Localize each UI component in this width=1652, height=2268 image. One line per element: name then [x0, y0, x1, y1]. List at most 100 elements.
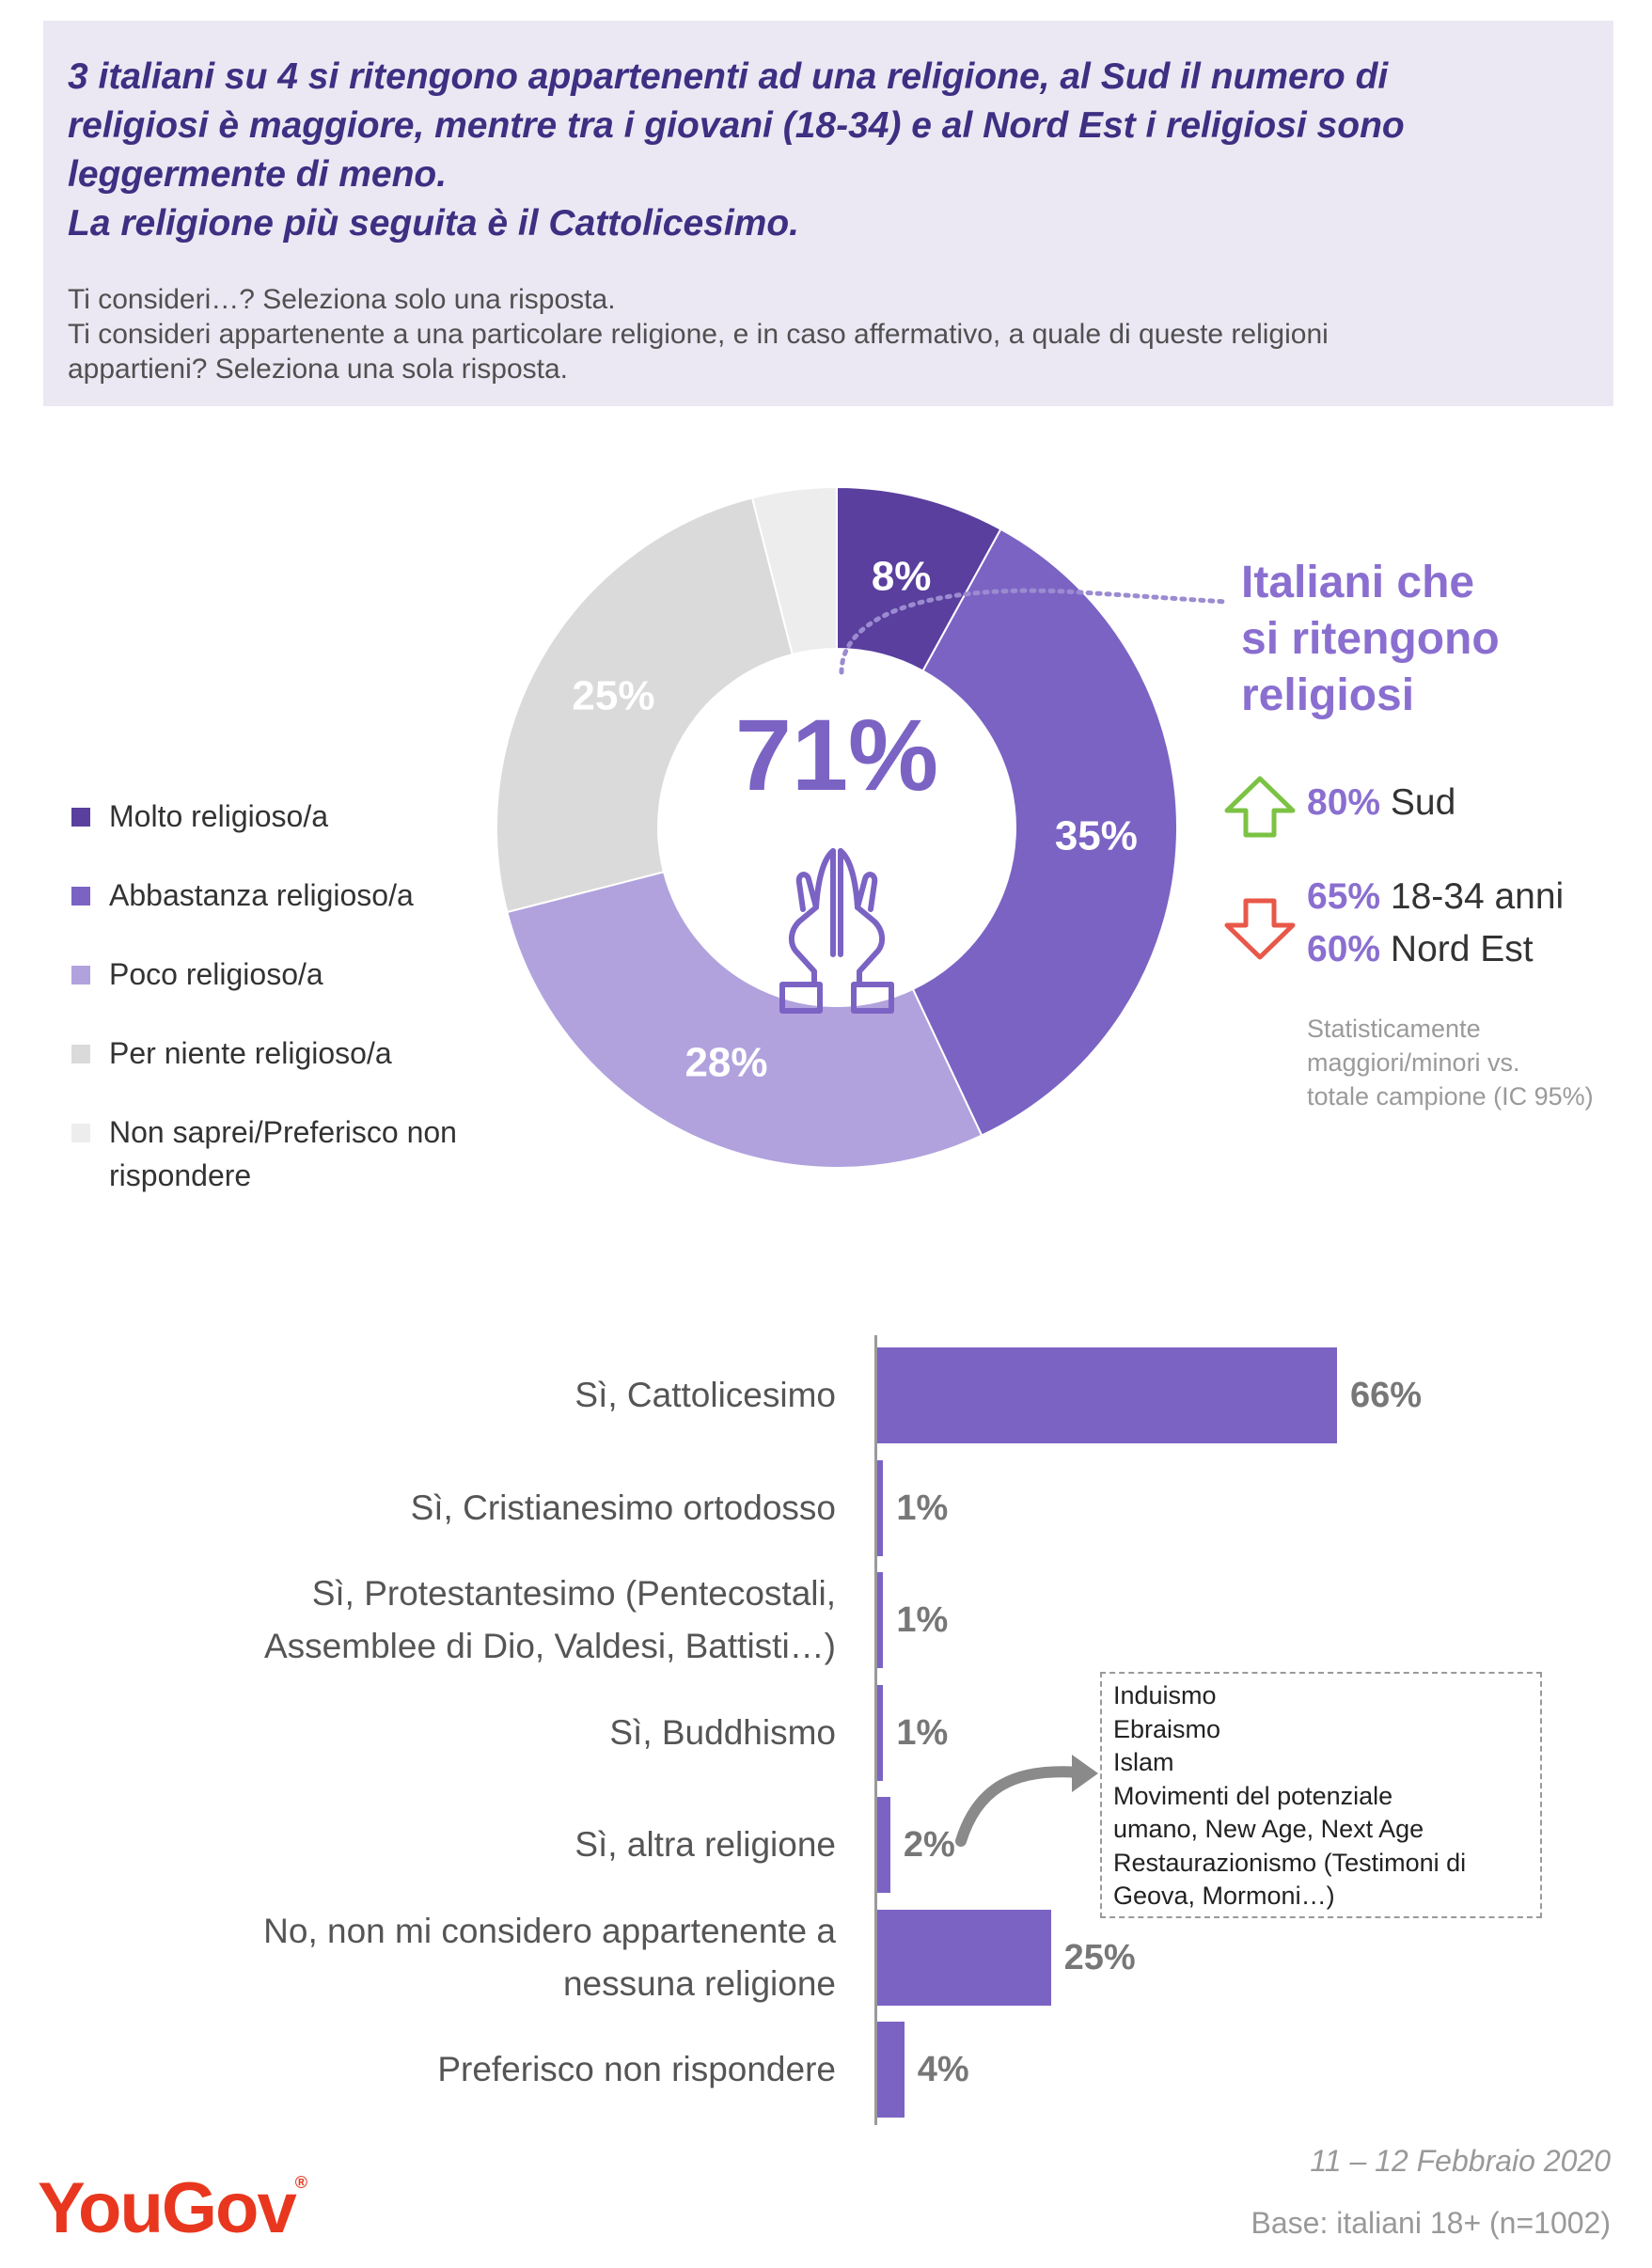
other-religions-box: Induismo Ebraismo Islam Movimenti del poten… [1100, 1672, 1542, 1918]
legend-swatch [71, 808, 90, 827]
donut-slice [911, 528, 1178, 1137]
arrow-up-icon [1224, 776, 1296, 838]
other-religion-line: Movimenti del potenziale [1113, 1781, 1393, 1810]
bar-value-label: 2% [903, 1825, 955, 1865]
headline: 3 italiani su 4 si ritengono appartenent… [68, 53, 1572, 248]
thumb-left [795, 872, 819, 912]
bar-value-label: 1% [896, 1600, 949, 1640]
legend-label: Poco religioso/a [109, 957, 323, 991]
legend-label: Molto religioso/a [109, 799, 328, 833]
bar-category-label: Sì, Buddhismo [609, 1707, 836, 1759]
donut-slice [496, 496, 794, 914]
legend-swatch [71, 966, 90, 984]
logo-text: YouGov [38, 2168, 297, 2248]
stat-label: Sud [1390, 782, 1456, 823]
note-line: Statisticamente [1307, 1015, 1481, 1043]
other-religion-line: Restaurazionismo (Testimoni di [1113, 1848, 1467, 1877]
legend-label: Non saprei/Preferisco non rispondere [109, 1115, 457, 1192]
survey-date: 11 – 12 Febbraio 2020 [1310, 2144, 1611, 2178]
bar-value-label: 4% [917, 2050, 969, 2089]
stat-nord-est: 60% Nord Est [1307, 929, 1534, 970]
bar-value-label: 66% [1350, 1376, 1423, 1415]
legend-item-non-saprei: Non saprei/Preferisco non rispondere [71, 1110, 560, 1197]
yougov-logo: YouGov® [38, 2167, 307, 2249]
legend-label: Abbastanza religioso/a [109, 878, 414, 912]
arrow-down-icon [1224, 898, 1296, 960]
headline-line: religiosi è maggiore, mentre tra i giova… [68, 105, 1405, 146]
bar-category-label: Sì, altra religione [574, 1819, 836, 1871]
stat-value: 65% [1307, 876, 1381, 917]
slice-label: 28% [684, 1040, 767, 1086]
bar-category-label: Preferisco non rispondere [437, 2043, 836, 2096]
slice-label: 8% [872, 554, 932, 600]
significance-note: Statisticamente maggiori/minori vs. tota… [1307, 1012, 1617, 1113]
survey-questions: Ti consideri…? Seleziona solo una rispos… [68, 282, 1591, 386]
legend-swatch [71, 1124, 90, 1142]
curved-arrow-head [1072, 1755, 1098, 1792]
stat-label: 18-34 anni [1390, 876, 1565, 917]
hand-left-outline [788, 848, 836, 987]
bar [876, 1909, 1051, 2006]
note-line: totale campione (IC 95%) [1307, 1082, 1594, 1110]
callout-title-line: religiosi [1241, 670, 1415, 720]
legend-swatch [71, 1045, 90, 1063]
praying-hands-icon [779, 848, 894, 1014]
bar [876, 1347, 1337, 1443]
slice-label: 35% [1055, 813, 1138, 859]
callout-title: Italiani che si ritengono religiosi [1241, 555, 1580, 724]
other-religion-line: Geova, Mormoni…) [1113, 1882, 1335, 1910]
registered-mark: ® [294, 2173, 307, 2192]
category-line: Preferisco non rispondere [437, 2050, 836, 2088]
other-religion-line: Islam [1113, 1748, 1174, 1776]
other-religion-line: Ebraismo [1113, 1714, 1221, 1743]
note-line: maggiori/minori vs. [1307, 1048, 1520, 1077]
category-line: No, non mi considero appartenente a [263, 1911, 836, 1950]
category-line: Sì, Cattolicesimo [574, 1376, 836, 1414]
cuff-left [779, 982, 823, 1014]
category-line: Sì, Cristianesimo ortodosso [410, 1488, 836, 1527]
legend-item-molto: Molto religioso/a [71, 795, 560, 838]
category-line: nessuna religione [562, 1963, 836, 2003]
stat-label: Nord Est [1390, 929, 1534, 969]
hand-right-outline [838, 848, 886, 987]
stat-sud: 80% Sud [1307, 782, 1455, 824]
connector-line [839, 588, 1230, 675]
legend-swatch [71, 887, 90, 906]
hand-fingers [830, 848, 843, 957]
bar [876, 1684, 884, 1781]
curved-arrow-icon [955, 1766, 1085, 1847]
cuff-right [851, 982, 894, 1014]
legend-label: Per niente religioso/a [109, 1036, 392, 1070]
bar-category-label: No, non mi considero appartenente a nessu… [263, 1905, 836, 2010]
header-panel: 3 italiani su 4 si ritengono appartenent… [43, 21, 1613, 406]
donut-slice [750, 485, 838, 656]
bar-value-label: 1% [896, 1488, 949, 1528]
sample-base: Base: italiani 18+ (n=1002) [1251, 2206, 1611, 2240]
bar-category-label: Sì, Cristianesimo ortodosso [411, 1482, 836, 1535]
stat-18-34: 65% 18-34 anni [1307, 876, 1564, 918]
slice-label: 25% [572, 673, 654, 719]
bar-axis [874, 1335, 877, 2125]
category-line: Sì, Protestantesimo (Pentecostali, [311, 1574, 836, 1613]
other-religion-line: Induismo [1113, 1681, 1217, 1709]
category-line: Assemblee di Dio, Valdesi, Battisti…) [264, 1627, 836, 1665]
question-line: Ti consideri appartenente a una particol… [68, 319, 1329, 350]
callout-title-line: si ritengono [1241, 614, 1500, 664]
other-religion-line: umano, New Age, Next Age [1113, 1815, 1424, 1843]
thumb-right [855, 872, 878, 912]
headline-line: leggermente di meno. [68, 154, 448, 195]
bar-category-label: Sì, Cattolicesimo [574, 1369, 836, 1422]
question-line: appartieni? Seleziona una sola risposta. [68, 354, 569, 385]
donut-slice [506, 871, 983, 1169]
headline-line: La religione più seguita è il Cattolices… [68, 203, 800, 244]
bar [876, 1572, 884, 1668]
stat-value: 60% [1307, 929, 1381, 969]
bar-value-label: 1% [896, 1712, 949, 1753]
question-line: Ti consideri…? Seleziona solo una rispos… [68, 284, 616, 315]
legend-item-abbastanza: Abbastanza religioso/a [71, 874, 560, 917]
bar [876, 1797, 890, 1893]
bar-category-label: Sì, Protestantesimo (Pentecostali, Assemb… [264, 1567, 836, 1673]
bar [876, 2022, 905, 2118]
legend-item-per-niente: Per niente religioso/a [71, 1032, 560, 1075]
